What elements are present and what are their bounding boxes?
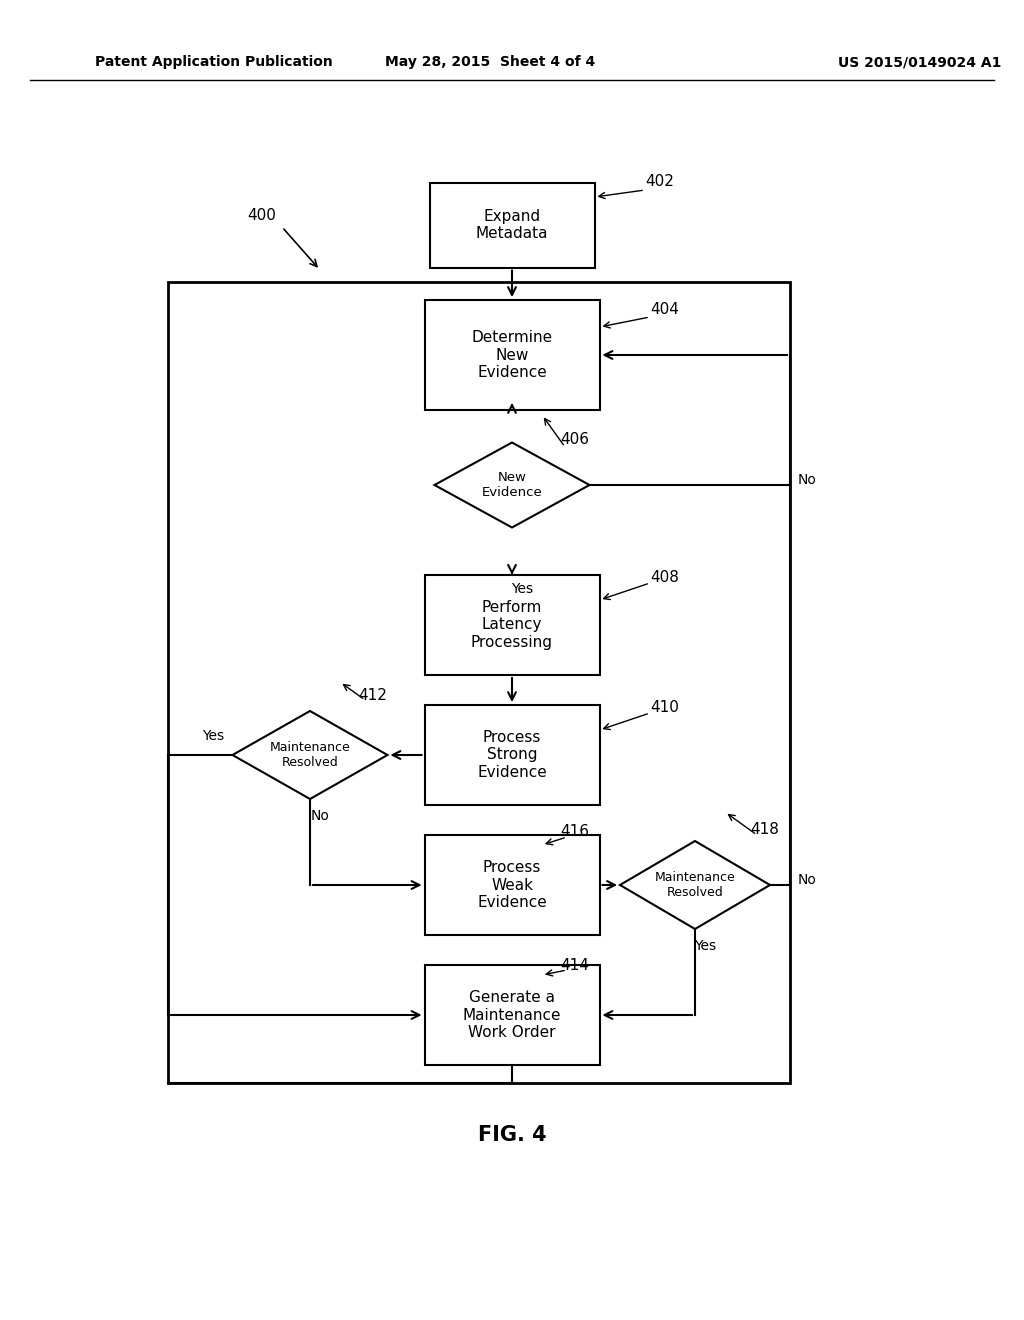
Text: US 2015/0149024 A1: US 2015/0149024 A1 — [839, 55, 1001, 69]
Text: Process
Strong
Evidence: Process Strong Evidence — [477, 730, 547, 780]
Text: 416: 416 — [560, 825, 589, 840]
Text: 408: 408 — [650, 569, 679, 585]
Text: Patent Application Publication: Patent Application Publication — [95, 55, 333, 69]
Text: May 28, 2015  Sheet 4 of 4: May 28, 2015 Sheet 4 of 4 — [385, 55, 595, 69]
Bar — [429, 182, 595, 268]
Text: Yes: Yes — [694, 939, 716, 953]
Text: Generate a
Maintenance
Work Order: Generate a Maintenance Work Order — [463, 990, 561, 1040]
Text: 400: 400 — [248, 207, 276, 223]
Text: 402: 402 — [645, 174, 674, 190]
Bar — [425, 705, 599, 805]
Polygon shape — [232, 711, 387, 799]
Bar — [425, 576, 599, 675]
Text: 418: 418 — [750, 822, 779, 837]
Text: No: No — [798, 873, 817, 887]
Text: New
Evidence: New Evidence — [481, 471, 543, 499]
Text: Determine
New
Evidence: Determine New Evidence — [471, 330, 553, 380]
Text: Perform
Latency
Processing: Perform Latency Processing — [471, 601, 553, 649]
Text: FIG. 4: FIG. 4 — [477, 1125, 547, 1144]
Text: Expand
Metadata: Expand Metadata — [476, 209, 548, 242]
Bar — [168, 282, 790, 1082]
Text: 404: 404 — [650, 302, 679, 318]
Text: Yes: Yes — [511, 582, 534, 597]
Polygon shape — [434, 442, 590, 528]
Text: 406: 406 — [560, 433, 589, 447]
Text: Process
Weak
Evidence: Process Weak Evidence — [477, 861, 547, 909]
Bar — [425, 965, 599, 1065]
Text: 412: 412 — [358, 688, 387, 702]
Bar — [425, 300, 599, 411]
Text: Yes: Yes — [203, 729, 224, 743]
Polygon shape — [620, 841, 770, 929]
Text: No: No — [798, 473, 817, 487]
Bar — [425, 836, 599, 935]
Text: 414: 414 — [560, 957, 589, 973]
Text: Maintenance
Resolved: Maintenance Resolved — [269, 741, 350, 770]
Text: No: No — [310, 809, 330, 822]
Text: Maintenance
Resolved: Maintenance Resolved — [654, 871, 735, 899]
Text: 410: 410 — [650, 701, 679, 715]
